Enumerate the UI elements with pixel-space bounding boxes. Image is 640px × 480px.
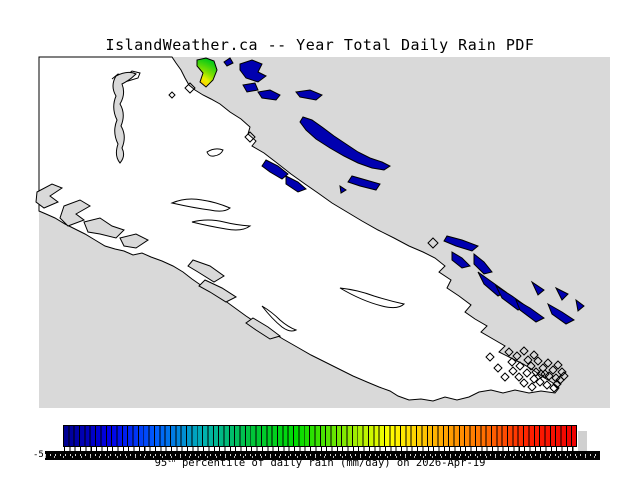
colorbar-cell-separators (64, 426, 576, 446)
plot-title: IslandWeather.ca -- Year Total Daily Rai… (105, 36, 535, 54)
rain-data-field (186, 57, 559, 390)
inlets (35, 71, 282, 340)
small-islands (223, 57, 585, 325)
colorbar-ticks (64, 447, 577, 452)
caption-superscript: th (167, 456, 176, 464)
station-marker-hotspot (184, 82, 196, 94)
colorbar-shadow (578, 431, 587, 452)
north-islet-colored (197, 58, 217, 87)
station-markers (168, 82, 569, 393)
colorbar-tick-labels: -5 (33, 450, 600, 460)
lakes (170, 148, 406, 332)
colorbar-left-tick-label: -5 (33, 450, 44, 460)
caption-number: 95 (154, 457, 168, 469)
caption-text: percentile of daily rain (mm/day) on 202… (175, 457, 486, 469)
colorbar-gradient (63, 425, 577, 447)
colorbar-tick-label-overlap-band (44, 450, 600, 460)
colorbar-caption: 95th percentile of daily rain (mm/day) o… (0, 456, 640, 469)
